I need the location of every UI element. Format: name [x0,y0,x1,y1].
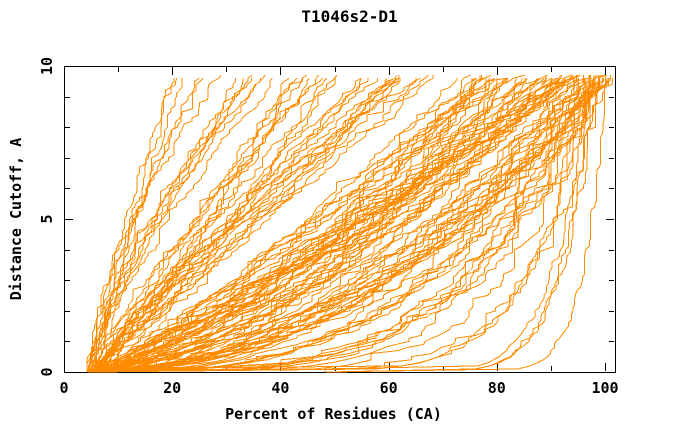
model-curves [86,74,613,373]
x-axis-label: Percent of Residues (CA) [225,405,442,423]
plot-frame [64,66,616,373]
y-tick-label: 10 [38,56,56,76]
y-tick-label: 0 [38,367,56,377]
x-tick-label: 100 [591,379,619,397]
y-tick-label: 5 [38,214,56,224]
x-tick-label: 20 [163,379,182,397]
x-tick-label: 60 [379,379,398,397]
x-tick-label: 40 [271,379,290,397]
chart-title: T1046s2-D1 [301,7,398,26]
x-tick-label: 80 [487,379,506,397]
x-tick-label: 0 [59,379,69,397]
